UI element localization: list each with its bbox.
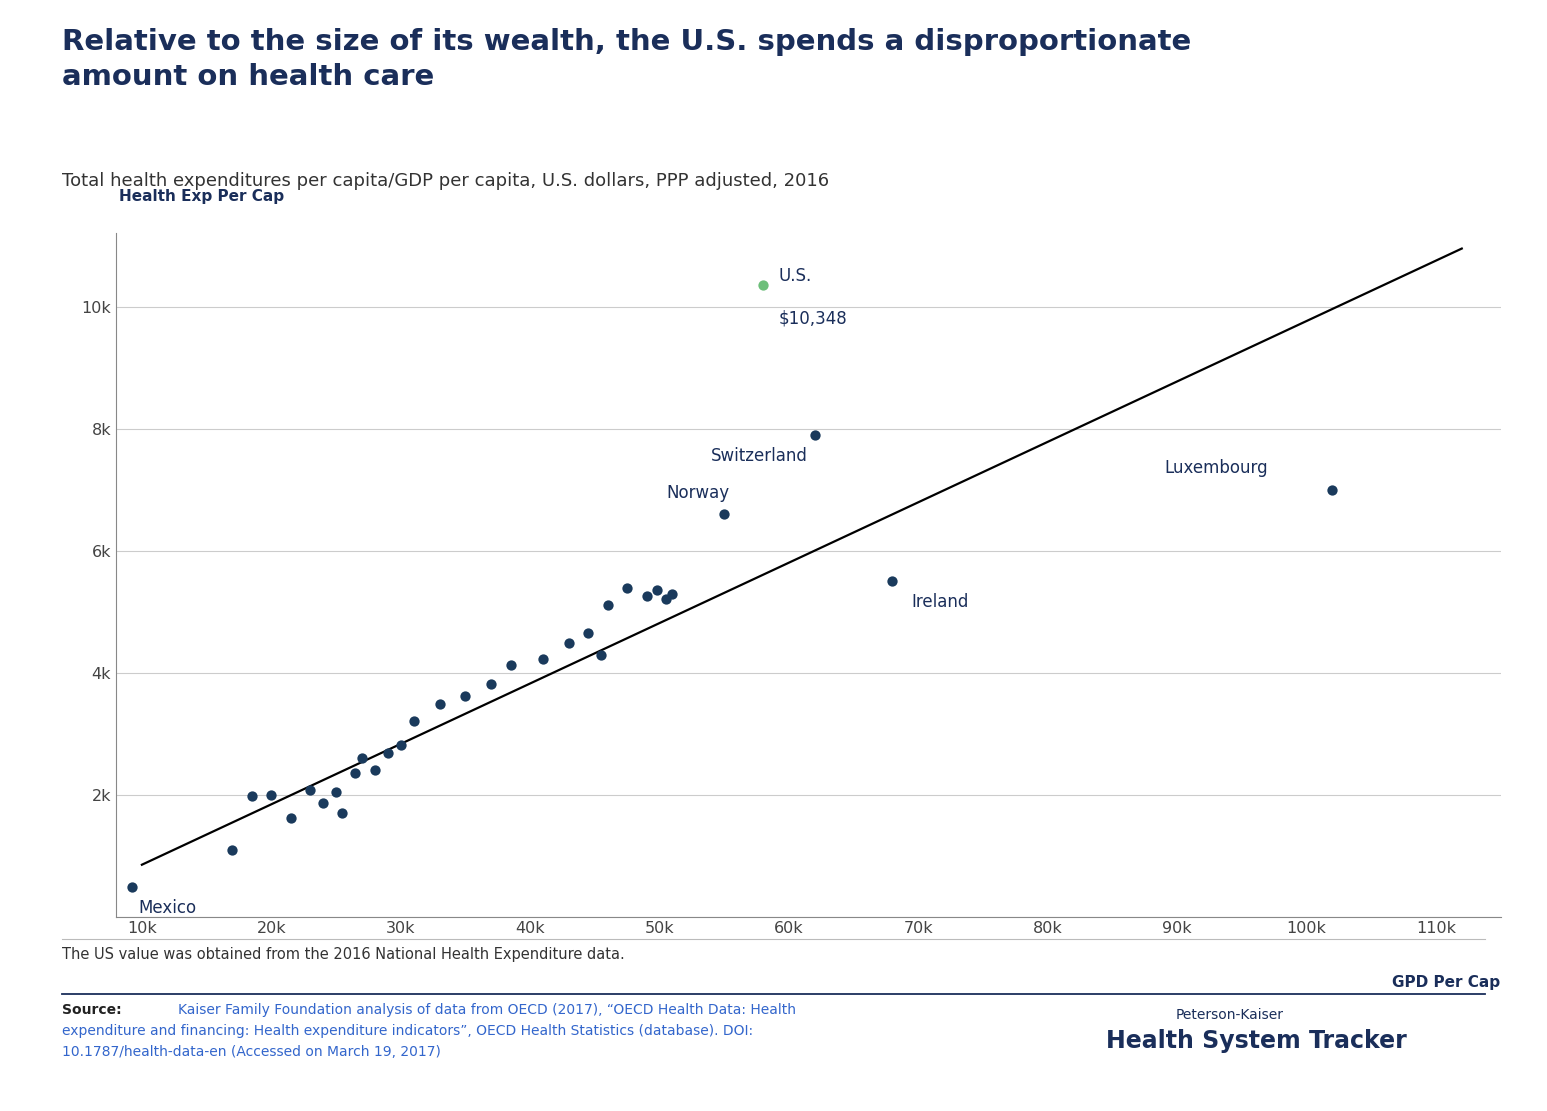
Text: Relative to the size of its wealth, the U.S. spends a disproportionate
amount on: Relative to the size of its wealth, the … — [62, 28, 1191, 91]
Point — [427, 695, 452, 713]
Point — [653, 590, 678, 608]
Point — [1320, 481, 1344, 499]
Text: Luxembourg: Luxembourg — [1165, 459, 1269, 478]
Point — [350, 749, 374, 767]
Text: expenditure and financing: Health expenditure indicators”, OECD Health Statistic: expenditure and financing: Health expend… — [62, 1024, 753, 1039]
Point — [634, 588, 659, 605]
Point — [258, 785, 283, 803]
Text: Health System Tracker: Health System Tracker — [1106, 1029, 1406, 1053]
Point — [220, 841, 244, 859]
Point — [531, 650, 555, 668]
Text: Health Exp Per Cap: Health Exp Per Cap — [119, 189, 285, 204]
Text: 10.1787/health-data-en (Accessed on March 19, 2017): 10.1787/health-data-en (Accessed on Marc… — [62, 1045, 441, 1060]
Point — [343, 764, 368, 782]
Point — [323, 782, 348, 800]
Point — [240, 787, 265, 804]
Text: GPD Per Cap: GPD Per Cap — [1392, 974, 1501, 990]
Text: Total health expenditures per capita/GDP per capita, U.S. dollars, PPP adjusted,: Total health expenditures per capita/GDP… — [62, 172, 829, 190]
Point — [589, 647, 614, 664]
Point — [388, 735, 413, 753]
Point — [596, 597, 620, 614]
Point — [278, 809, 303, 827]
Point — [362, 761, 387, 779]
Point — [557, 634, 582, 652]
Text: U.S.: U.S. — [778, 267, 812, 286]
Text: $10,348: $10,348 — [778, 310, 848, 328]
Point — [119, 879, 144, 897]
Text: Source:: Source: — [62, 1003, 127, 1018]
Point — [645, 581, 670, 599]
Text: The US value was obtained from the 2016 National Health Expenditure data.: The US value was obtained from the 2016 … — [62, 947, 625, 962]
Text: Ireland: Ireland — [911, 593, 970, 611]
Text: Switzerland: Switzerland — [712, 447, 808, 464]
Point — [614, 580, 639, 598]
Point — [498, 657, 523, 674]
Point — [575, 624, 600, 642]
Point — [453, 687, 478, 704]
Point — [297, 781, 322, 799]
Text: Norway: Norway — [665, 483, 729, 502]
Point — [311, 794, 336, 812]
Text: Peterson-Kaiser: Peterson-Kaiser — [1176, 1008, 1284, 1022]
Point — [401, 712, 425, 730]
Point — [712, 506, 736, 523]
Point — [376, 744, 401, 762]
Point — [330, 804, 354, 822]
Text: Mexico: Mexico — [138, 900, 196, 918]
Point — [661, 585, 685, 603]
Text: Kaiser Family Foundation analysis of data from OECD (2017), “OECD Health Data: H: Kaiser Family Foundation analysis of dat… — [178, 1003, 795, 1018]
Point — [480, 674, 504, 692]
Point — [803, 426, 828, 443]
Point — [750, 277, 775, 294]
Point — [880, 572, 905, 590]
